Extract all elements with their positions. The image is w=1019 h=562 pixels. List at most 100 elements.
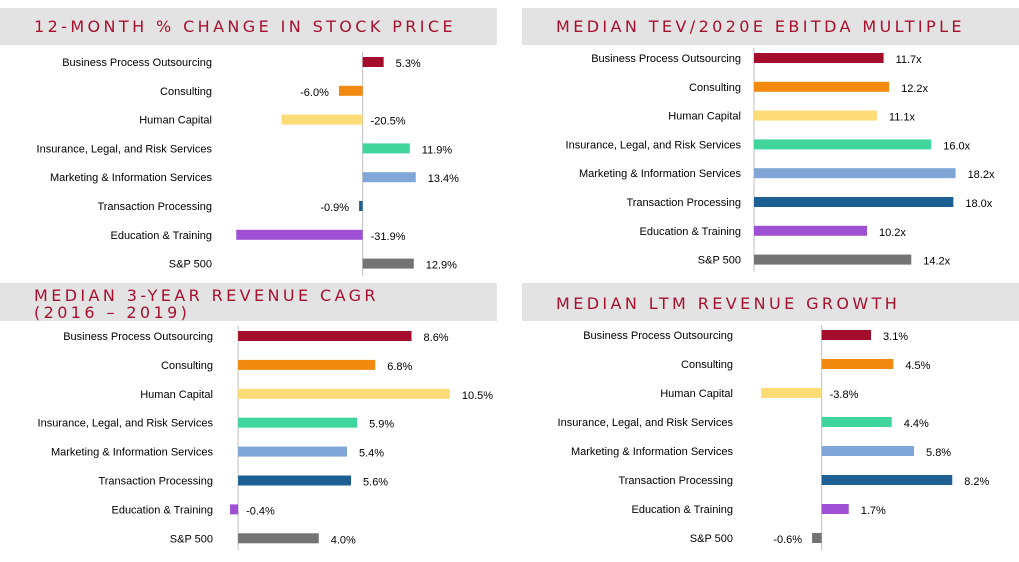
ebitda-multiple-chart: Business Process Outsourcing 11.7x Consult… bbox=[566, 48, 995, 272]
bar bbox=[821, 446, 915, 456]
stock-price-panel: 12-MONTH % CHANGE IN STOCK PRICE Busines… bbox=[0, 8, 497, 276]
value-label: 11.1x bbox=[889, 112, 916, 124]
category-label: Transaction Processing bbox=[618, 475, 733, 487]
value-label: 10.5% bbox=[462, 390, 493, 402]
bar bbox=[821, 475, 953, 485]
value-label: 3.1% bbox=[883, 331, 908, 343]
category-label: Human Capital bbox=[139, 115, 212, 127]
bar bbox=[238, 446, 347, 457]
category-label: Business Process Outsourcing bbox=[63, 331, 213, 343]
bar bbox=[362, 172, 416, 183]
category-label: Marketing & Information Services bbox=[579, 168, 742, 180]
panel-header: MEDIAN LTM REVENUE GROWTH bbox=[522, 283, 1019, 321]
category-label: Insurance, Legal, and Risk Services bbox=[566, 139, 742, 151]
category-label: Transaction Processing bbox=[626, 197, 741, 209]
category-label: Transaction Processing bbox=[98, 476, 213, 488]
category-label: Insurance, Legal, and Risk Services bbox=[37, 143, 213, 155]
value-label: 4.4% bbox=[904, 418, 929, 430]
category-label: Education & Training bbox=[639, 226, 741, 238]
bar bbox=[238, 417, 358, 428]
category-label: Consulting bbox=[689, 82, 741, 94]
panel-header: MEDIAN TEV/2020E EBITDA MULTIPLE bbox=[522, 8, 1019, 45]
category-label: S&P 500 bbox=[690, 533, 733, 545]
value-label: 10.2x bbox=[879, 227, 906, 239]
value-label: -31.9% bbox=[371, 231, 406, 243]
bar bbox=[754, 225, 867, 236]
bar bbox=[821, 330, 872, 340]
chart-title: 12-MONTH % CHANGE IN STOCK PRICE bbox=[34, 17, 457, 36]
bar bbox=[821, 504, 849, 514]
bar bbox=[238, 475, 352, 486]
bar bbox=[238, 331, 412, 341]
chart-title: MEDIAN LTM REVENUE GROWTH bbox=[556, 294, 901, 313]
category-label: S&P 500 bbox=[169, 259, 212, 271]
category-label: Marketing & Information Services bbox=[571, 446, 734, 458]
category-label: Consulting bbox=[160, 86, 212, 98]
bar bbox=[754, 168, 956, 179]
value-label: -3.8% bbox=[830, 389, 859, 401]
bar bbox=[754, 139, 932, 150]
category-label: Marketing & Information Services bbox=[51, 447, 214, 459]
value-label: 16.0x bbox=[943, 140, 970, 152]
bar bbox=[761, 388, 822, 398]
stock-price-chart: Business Process Outsourcing 5.3% Consulti… bbox=[37, 52, 459, 276]
bar bbox=[359, 201, 363, 211]
value-label: -20.5% bbox=[371, 116, 406, 128]
category-label: Marketing & Information Services bbox=[50, 172, 213, 184]
ltm-revenue-growth-chart: Business Process Outsourcing 3.1% Consulti… bbox=[558, 325, 990, 550]
category-label: Consulting bbox=[681, 359, 733, 371]
category-label: S&P 500 bbox=[170, 533, 213, 545]
value-label: -0.9% bbox=[320, 202, 349, 214]
bar bbox=[821, 417, 892, 427]
category-label: Business Process Outsourcing bbox=[583, 330, 733, 342]
value-label: 5.9% bbox=[369, 419, 394, 431]
revenue-cagr-chart: Business Process Outsourcing 8.6% Consulti… bbox=[38, 326, 493, 551]
value-label: 5.4% bbox=[359, 448, 384, 460]
chart-title: MEDIAN 3-YEAR REVENUE CAGR (2016 – 2019) bbox=[34, 286, 379, 322]
value-label: -0.6% bbox=[773, 534, 802, 546]
chart-title: MEDIAN TEV/2020E EBITDA MULTIPLE bbox=[556, 17, 965, 36]
value-label: 4.0% bbox=[331, 534, 356, 546]
category-label: Human Capital bbox=[668, 111, 741, 123]
bar bbox=[362, 57, 384, 67]
value-label: 11.9% bbox=[422, 144, 453, 156]
value-label: -0.4% bbox=[246, 505, 275, 517]
ltm-revenue-growth-panel: MEDIAN LTM REVENUE GROWTH Business Proce… bbox=[522, 283, 1019, 562]
category-label: Insurance, Legal, and Risk Services bbox=[38, 418, 214, 430]
value-label: 1.7% bbox=[861, 505, 886, 517]
value-label: 11.7x bbox=[896, 54, 923, 66]
value-label: 5.6% bbox=[363, 477, 388, 489]
bar bbox=[754, 110, 877, 121]
value-label: 6.8% bbox=[387, 361, 412, 373]
category-label: Education & Training bbox=[111, 504, 213, 516]
value-label: 18.0x bbox=[965, 198, 992, 210]
bar bbox=[821, 359, 894, 369]
panel-header: MEDIAN 3-YEAR REVENUE CAGR (2016 – 2019) bbox=[0, 283, 497, 321]
bar bbox=[362, 143, 410, 154]
category-label: Consulting bbox=[161, 360, 213, 372]
bar bbox=[236, 229, 363, 240]
value-label: 4.5% bbox=[905, 360, 930, 372]
value-label: 13.4% bbox=[428, 173, 459, 185]
ebitda-multiple-panel: MEDIAN TEV/2020E EBITDA MULTIPLE Busines… bbox=[522, 8, 1019, 276]
bar bbox=[754, 254, 912, 265]
bar bbox=[238, 388, 450, 399]
category-label: Human Capital bbox=[660, 388, 733, 400]
category-label: Education & Training bbox=[110, 230, 212, 242]
bar bbox=[230, 504, 239, 515]
revenue-cagr-panel: MEDIAN 3-YEAR REVENUE CAGR (2016 – 2019)… bbox=[0, 283, 497, 562]
value-label: 12.2x bbox=[901, 83, 928, 95]
bar bbox=[338, 85, 363, 96]
panel-header: 12-MONTH % CHANGE IN STOCK PRICE bbox=[0, 8, 497, 45]
category-label: Business Process Outsourcing bbox=[591, 53, 741, 65]
bar bbox=[362, 258, 414, 269]
value-label: 18.2x bbox=[968, 169, 995, 181]
value-label: 5.8% bbox=[926, 447, 951, 459]
value-label: -6.0% bbox=[300, 87, 329, 99]
bar bbox=[754, 197, 954, 207]
value-label: 14.2x bbox=[923, 256, 950, 268]
category-label: Insurance, Legal, and Risk Services bbox=[558, 417, 734, 429]
value-label: 5.3% bbox=[396, 58, 421, 70]
bar bbox=[812, 533, 822, 543]
category-label: Human Capital bbox=[140, 389, 213, 401]
